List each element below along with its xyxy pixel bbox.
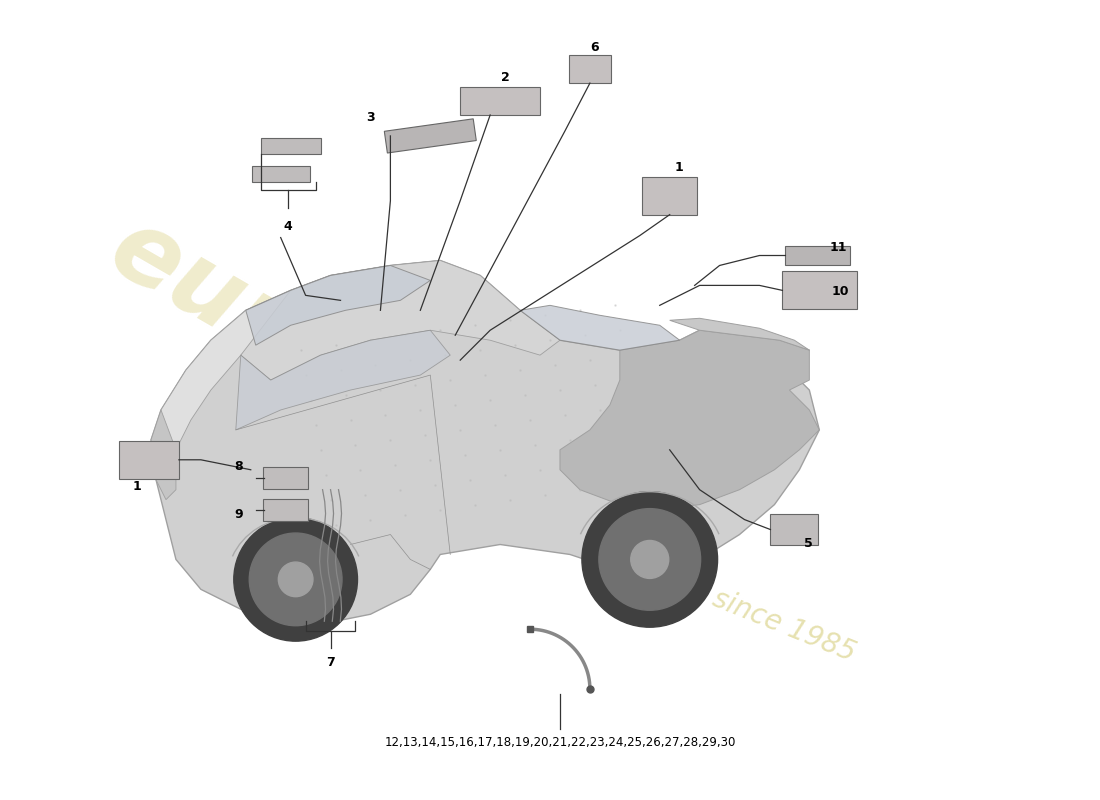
Text: 3: 3 [366, 111, 375, 124]
Text: 6: 6 [591, 42, 600, 54]
Text: a passion for parts since 1985: a passion for parts since 1985 [460, 484, 859, 667]
Text: 12,13,14,15,16,17,18,19,20,21,22,23,24,25,26,27,28,29,30: 12,13,14,15,16,17,18,19,20,21,22,23,24,2… [384, 736, 736, 749]
Polygon shape [670, 318, 810, 350]
Bar [261, 138, 320, 154]
Text: 5: 5 [804, 538, 813, 550]
Polygon shape [151, 261, 820, 624]
Bar [785, 246, 849, 266]
Polygon shape [560, 330, 820, 510]
Text: 7: 7 [327, 656, 334, 669]
Circle shape [630, 541, 669, 578]
Text: 9: 9 [234, 507, 243, 521]
Text: 1: 1 [674, 161, 683, 174]
Text: 1: 1 [133, 480, 142, 493]
Circle shape [598, 509, 701, 610]
Polygon shape [151, 410, 176, 500]
Polygon shape [241, 261, 560, 380]
Text: 10: 10 [832, 286, 849, 298]
Bar [119, 441, 179, 478]
Bar [569, 55, 611, 83]
Bar [460, 87, 540, 115]
Text: 4: 4 [284, 220, 293, 233]
Circle shape [250, 533, 342, 626]
Polygon shape [520, 306, 680, 350]
Bar [384, 119, 476, 153]
Circle shape [234, 518, 358, 641]
Circle shape [582, 492, 717, 627]
Circle shape [278, 562, 314, 597]
Bar [782, 271, 857, 310]
Polygon shape [235, 330, 450, 430]
Text: 11: 11 [829, 241, 847, 254]
Text: 8: 8 [234, 460, 243, 473]
Bar [263, 498, 308, 521]
Bar [642, 177, 697, 214]
Polygon shape [245, 266, 430, 345]
Bar [252, 166, 309, 182]
Bar [770, 514, 818, 546]
Text: eurOparts: eurOparts [92, 200, 635, 568]
Bar [263, 466, 308, 489]
Text: 2: 2 [500, 71, 509, 84]
Polygon shape [161, 261, 450, 450]
